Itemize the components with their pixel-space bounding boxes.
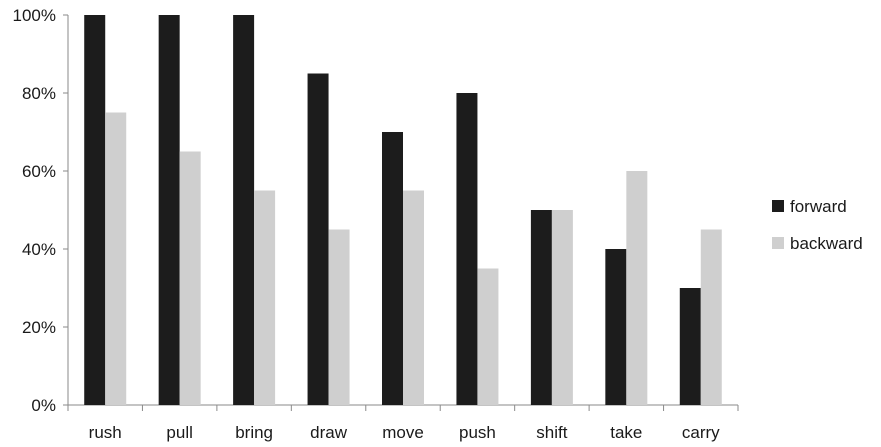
bar-forward-bring [233, 15, 255, 405]
bar-forward-shift [530, 210, 552, 405]
bar-forward-carry [679, 288, 701, 405]
y-axis: 0% 20% 40% 60% 80% 100% [13, 6, 69, 415]
bar-forward-draw [307, 73, 329, 405]
bar-forward-rush [84, 15, 106, 405]
bar-backward-take [626, 171, 648, 405]
legend: forward backward [772, 197, 863, 253]
x-tick-label: rush [89, 423, 122, 442]
bars [84, 15, 722, 405]
x-axis: rush pull bring draw move push shift take carry [67, 404, 739, 442]
x-tick-label: take [610, 423, 642, 442]
bar-forward-take [605, 249, 627, 405]
y-tick-label: 40% [22, 240, 56, 259]
bar-forward-pull [158, 15, 180, 405]
bar-forward-move [382, 132, 403, 405]
bar-backward-shift [551, 210, 573, 405]
legend-swatch-backward [772, 237, 784, 249]
x-tick-label: pull [166, 423, 192, 442]
legend-label-forward: forward [790, 197, 847, 216]
y-tick-label: 100% [13, 6, 56, 25]
x-tick-label: move [382, 423, 424, 442]
x-tick-label: draw [310, 423, 348, 442]
bar-backward-bring [254, 190, 276, 405]
bar-forward-push [456, 93, 478, 405]
y-tick-label: 60% [22, 162, 56, 181]
bar-backward-draw [328, 229, 350, 405]
bar-backward-rush [105, 112, 127, 405]
y-tick-label: 20% [22, 318, 56, 337]
bar-backward-push [477, 268, 499, 405]
x-tick-label: carry [682, 423, 720, 442]
bar-backward-pull [179, 151, 201, 405]
x-tick-label: push [459, 423, 496, 442]
y-tick-label: 0% [31, 396, 56, 415]
bar-backward-carry [700, 229, 722, 405]
x-tick-label: bring [235, 423, 273, 442]
x-tick-label: shift [536, 423, 567, 442]
bar-backward-move [403, 190, 424, 405]
legend-label-backward: backward [790, 234, 863, 253]
legend-swatch-forward [772, 200, 784, 212]
y-tick-label: 80% [22, 84, 56, 103]
